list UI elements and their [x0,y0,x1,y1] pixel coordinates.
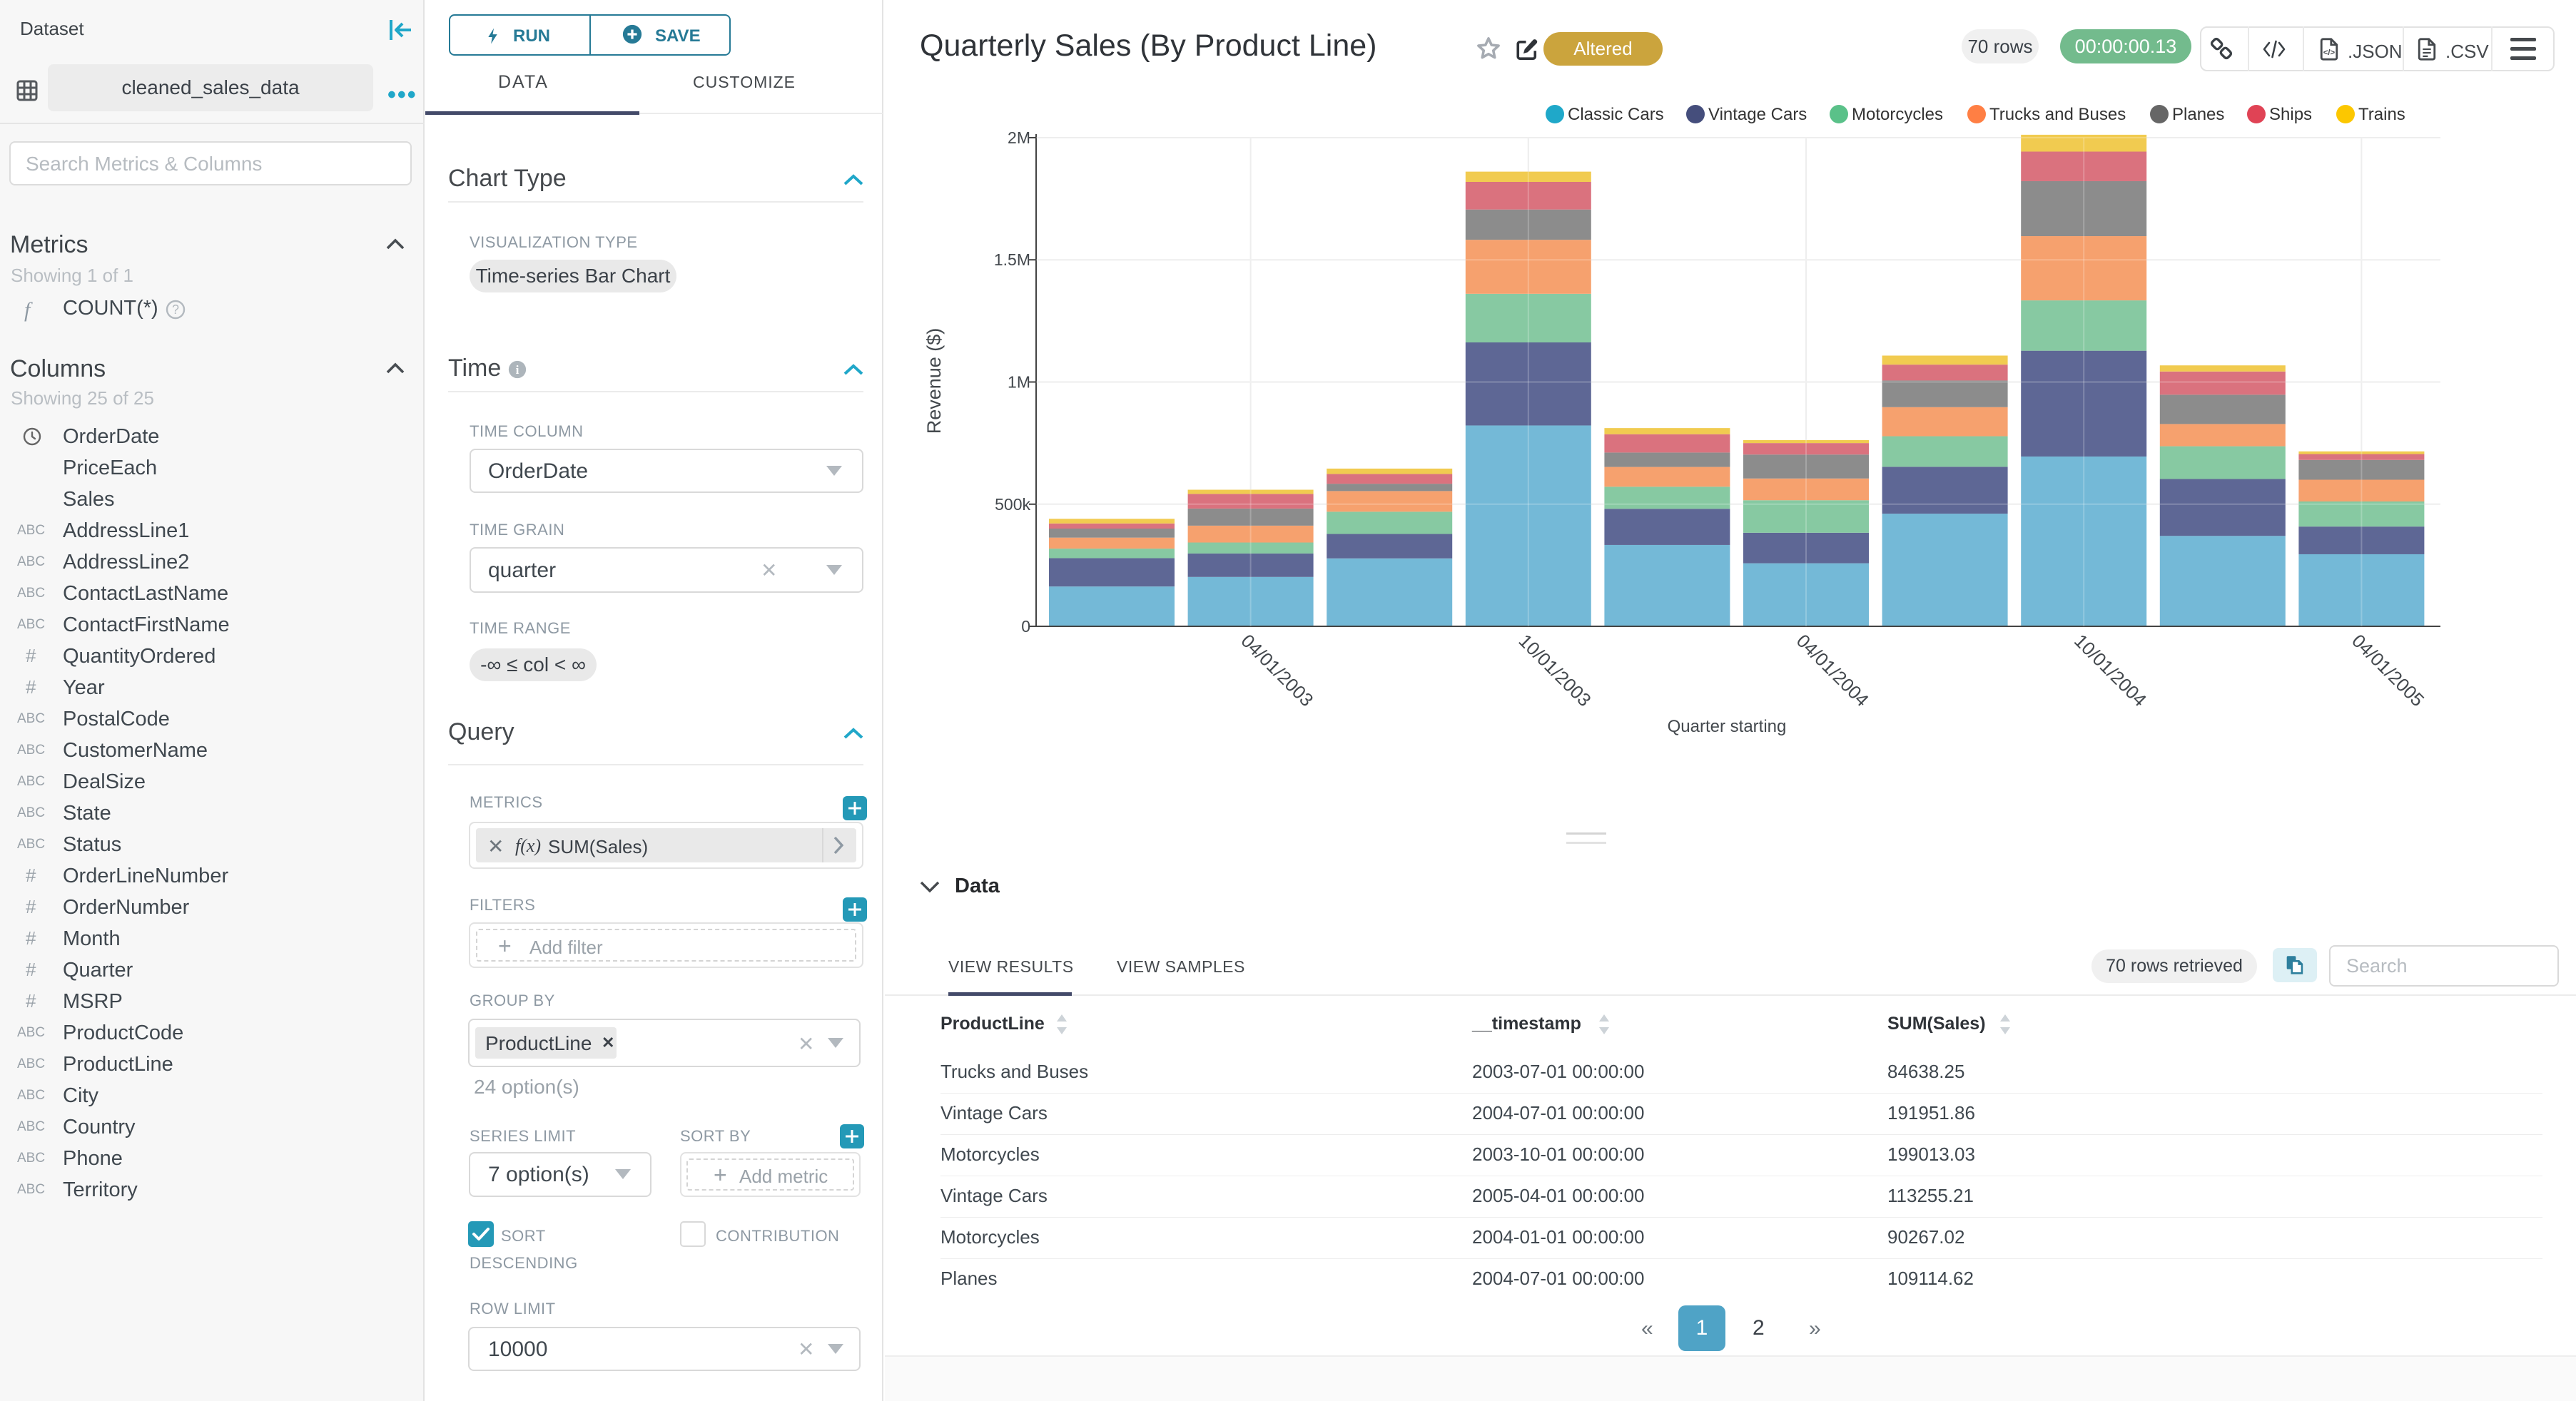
svg-text:Revenue ($): Revenue ($) [923,328,945,434]
svg-text:</>: </> [2323,49,2336,57]
svg-text:Trucks and Buses: Trucks and Buses [1989,105,2126,124]
svg-text:Planes: Planes [2172,105,2224,124]
svg-text:2M: 2M [1008,128,1030,147]
svg-text:Classic Cars: Classic Cars [1568,105,1664,124]
svg-text:i: i [516,363,519,377]
svg-text:Ships: Ships [2269,105,2312,124]
svg-text:Motorcycles: Motorcycles [1852,105,1943,124]
svg-text:Trains: Trains [2358,105,2405,124]
svg-text:10/01/2003: 10/01/2003 [1515,630,1596,710]
svg-text:04/01/2005: 04/01/2005 [2348,630,2428,710]
svg-text:10/01/2004: 10/01/2004 [2070,630,2151,710]
svg-text:1.5M: 1.5M [994,250,1030,269]
svg-text:0: 0 [1021,617,1030,636]
svg-text:?: ? [172,302,179,317]
svg-text:1M: 1M [1008,373,1030,392]
svg-text:04/01/2004: 04/01/2004 [1792,630,1873,710]
svg-text:04/01/2003: 04/01/2003 [1237,630,1317,710]
svg-text:Vintage Cars: Vintage Cars [1708,105,1807,124]
svg-text:500k: 500k [995,495,1030,514]
svg-text:Quarter starting: Quarter starting [1668,717,1787,736]
